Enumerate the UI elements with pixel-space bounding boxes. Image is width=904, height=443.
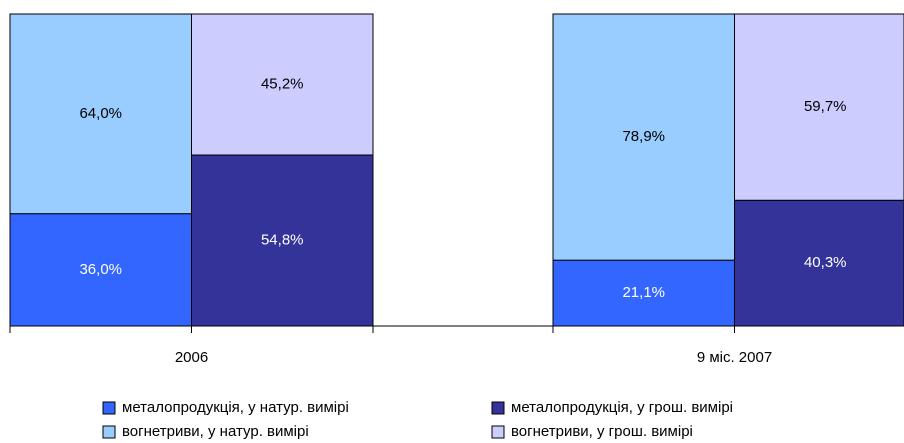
legend-label: металопродукція, у грош. вимірі [511,399,733,416]
bar-segment [734,199,904,327]
bar-segment [9,213,192,327]
data-label: 45,2% [261,75,304,92]
data-label: 21,1% [622,284,665,301]
bar-segment [734,13,904,201]
legend-label: вогнетриви, у грош. вимірі [511,423,693,440]
data-label: 64,0% [79,105,122,122]
legend-swatch [491,425,505,439]
data-label: 59,7% [804,98,847,115]
bar-segment [191,13,374,156]
data-label: 54,8% [261,231,304,248]
data-label: 78,9% [622,128,665,145]
legend-label: вогнетриви, у натур. вимірі [122,423,309,440]
legend-swatch [102,401,116,415]
x-tick-label: 9 міс. 2007 [697,349,772,366]
x-tick-label: 2006 [175,349,208,366]
data-label: 40,3% [804,254,847,271]
bar-segment [552,13,735,261]
legend-swatch [102,425,116,439]
legend-label: металопродукція, у натур. вимірі [122,399,349,416]
data-label: 36,0% [79,261,122,278]
bar-segment [9,13,192,215]
legend-swatch [491,401,505,415]
